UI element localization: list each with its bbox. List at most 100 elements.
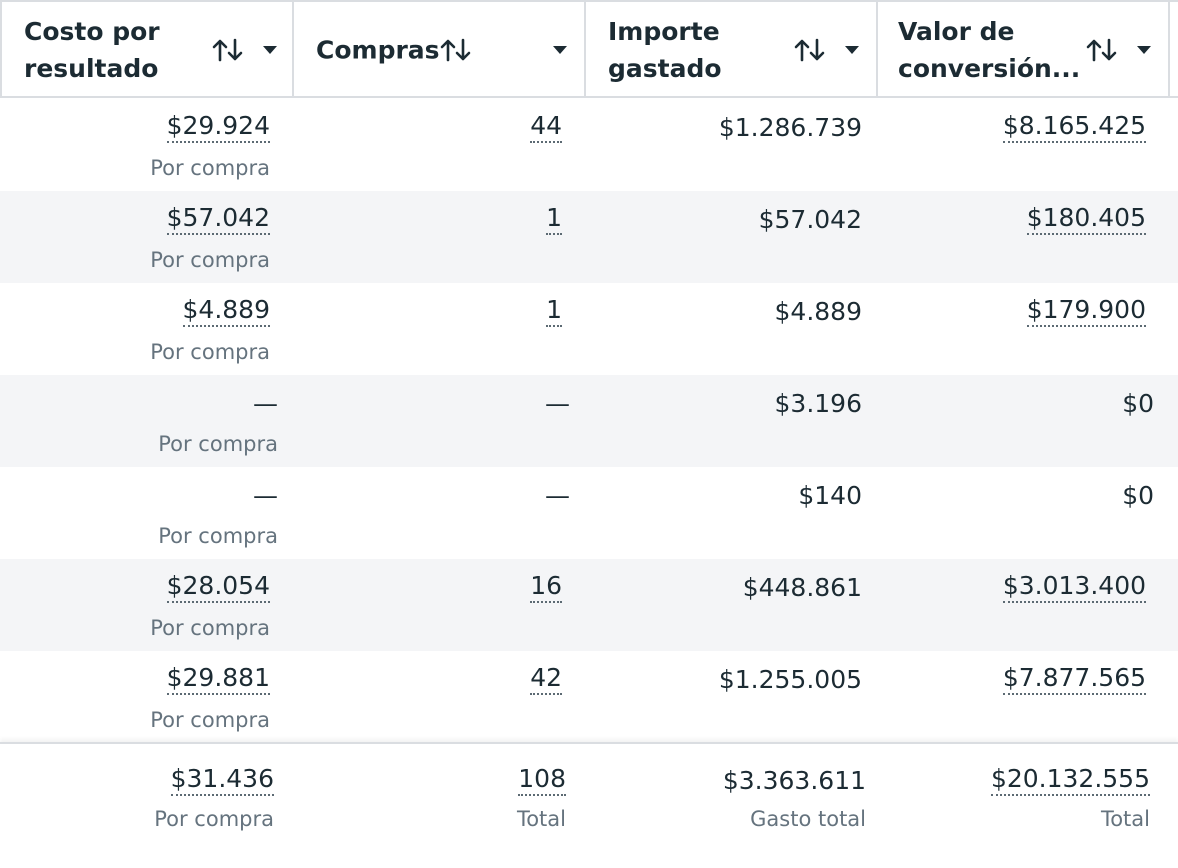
amount-spent-value: $1.255.005 bbox=[718, 665, 862, 694]
purchases-cell: 42 bbox=[294, 651, 562, 743]
purchases-value: — bbox=[545, 481, 570, 510]
amount-spent-value: $3.196 bbox=[774, 389, 862, 418]
cost-per-result-caption: Por compra bbox=[150, 248, 270, 272]
amount-spent-value: $140 bbox=[798, 481, 862, 510]
table-row: $29.881 Por compra 42 $1.255.005 $7.877.… bbox=[0, 651, 1178, 743]
table-row: $57.042 Por compra 1 $57.042 $180.405 bbox=[0, 191, 1178, 283]
purchases-cell: — bbox=[294, 375, 570, 467]
total-conversion-value[interactable]: $20.132.555 bbox=[990, 764, 1150, 796]
table-row: — Por compra — $140 $0 bbox=[0, 467, 1178, 559]
purchases-value[interactable]: 16 bbox=[530, 571, 562, 603]
conversion-value[interactable]: $180.405 bbox=[1026, 203, 1146, 235]
cost-per-result-value[interactable]: $29.881 bbox=[166, 663, 270, 695]
amount-spent-cell: $140 bbox=[586, 467, 862, 559]
conversion-value[interactable]: $179.900 bbox=[1026, 295, 1146, 327]
amount-spent-value: $448.861 bbox=[742, 573, 862, 602]
sort-arrows-icon[interactable] bbox=[1086, 37, 1118, 63]
column-header-label: Compras bbox=[316, 35, 440, 65]
purchases-cell: 16 bbox=[294, 559, 562, 651]
cost-per-result-cell: $57.042 Por compra bbox=[0, 191, 270, 283]
column-header-conversion-value[interactable]: Valor de conversión... bbox=[878, 2, 1170, 98]
purchases-cell: — bbox=[294, 467, 570, 559]
total-cost-per-result-caption: Por compra bbox=[154, 807, 274, 831]
table-row: $28.054 Por compra 16 $448.861 $3.013.40… bbox=[0, 559, 1178, 651]
sort-arrows-icon[interactable] bbox=[794, 37, 826, 63]
caret-down-icon[interactable] bbox=[1136, 45, 1152, 55]
purchases-value[interactable]: 1 bbox=[546, 295, 562, 327]
total-amount-spent-caption: Gasto total bbox=[750, 807, 866, 831]
conversion-value-cell: $7.877.565 bbox=[878, 651, 1146, 743]
column-header-label: Valor de conversión... bbox=[898, 17, 1081, 83]
table-row: — Por compra — $3.196 $0 bbox=[0, 375, 1178, 467]
conversion-value-cell: $0 bbox=[878, 375, 1154, 467]
total-purchases-value[interactable]: 108 bbox=[518, 764, 566, 796]
cost-per-result-value[interactable]: $28.054 bbox=[166, 571, 270, 603]
cost-per-result-value[interactable]: $57.042 bbox=[166, 203, 270, 235]
conversion-value[interactable]: $8.165.425 bbox=[1002, 111, 1146, 143]
purchases-value[interactable]: 42 bbox=[530, 663, 562, 695]
total-cost-per-result-cell: $31.436 Por compra bbox=[0, 744, 274, 868]
purchases-value: — bbox=[545, 389, 570, 418]
amount-spent-cell: $448.861 bbox=[586, 559, 862, 651]
amount-spent-value: $4.889 bbox=[774, 297, 862, 326]
cost-per-result-caption: Por compra bbox=[150, 708, 270, 732]
conversion-value-cell: $8.165.425 bbox=[878, 99, 1146, 191]
column-header-purchases[interactable]: Compras bbox=[294, 2, 586, 98]
cost-per-result-caption: Por compra bbox=[150, 616, 270, 640]
amount-spent-cell: $4.889 bbox=[586, 283, 862, 375]
conversion-value-cell: $180.405 bbox=[878, 191, 1146, 283]
cost-per-result-cell: $4.889 Por compra bbox=[0, 283, 270, 375]
total-purchases-cell: 108 Total bbox=[294, 744, 566, 868]
total-cost-per-result-value[interactable]: $31.436 bbox=[170, 764, 274, 796]
cost-per-result-caption: Por compra bbox=[158, 524, 278, 548]
column-header-cost-per-result[interactable]: Costo por resultado bbox=[0, 2, 294, 98]
conversion-value[interactable]: $7.877.565 bbox=[1002, 663, 1146, 695]
conversion-value: $0 bbox=[1122, 481, 1154, 510]
cost-per-result-cell: $29.924 Por compra bbox=[0, 99, 270, 191]
cost-per-result-value[interactable]: $4.889 bbox=[182, 295, 270, 327]
cost-per-result-value: — bbox=[253, 389, 278, 418]
conversion-value[interactable]: $3.013.400 bbox=[1002, 571, 1146, 603]
cost-per-result-caption: Por compra bbox=[150, 340, 270, 364]
amount-spent-cell: $1.255.005 bbox=[586, 651, 862, 743]
conversion-value: $0 bbox=[1122, 389, 1154, 418]
amount-spent-value: $57.042 bbox=[758, 205, 862, 234]
conversion-value-cell: $179.900 bbox=[878, 283, 1146, 375]
purchases-cell: 44 bbox=[294, 99, 562, 191]
table-row: $29.924 Por compra 44 $1.286.739 $8.165.… bbox=[0, 99, 1178, 191]
cost-per-result-value: — bbox=[253, 481, 278, 510]
table-header: Costo por resultado Compras Importe gast… bbox=[0, 0, 1178, 98]
cost-per-result-caption: Por compra bbox=[150, 156, 270, 180]
conversion-value-cell: $0 bbox=[878, 467, 1154, 559]
total-amount-spent-value: $3.363.611 bbox=[722, 766, 866, 795]
conversion-value-cell: $3.013.400 bbox=[878, 559, 1146, 651]
cost-per-result-caption: Por compra bbox=[158, 432, 278, 456]
sort-arrows-icon[interactable] bbox=[440, 37, 472, 63]
caret-down-icon[interactable] bbox=[262, 45, 278, 55]
cost-per-result-value[interactable]: $29.924 bbox=[166, 111, 270, 143]
column-header-amount-spent[interactable]: Importe gastado bbox=[586, 2, 878, 98]
purchases-value[interactable]: 44 bbox=[530, 111, 562, 143]
cost-per-result-cell: $28.054 Por compra bbox=[0, 559, 270, 651]
purchases-cell: 1 bbox=[294, 283, 562, 375]
column-header-label: Importe gastado bbox=[608, 17, 722, 83]
amount-spent-cell: $57.042 bbox=[586, 191, 862, 283]
total-conversion-value-cell: $20.132.555 Total bbox=[878, 744, 1150, 868]
cost-per-result-cell: $29.881 Por compra bbox=[0, 651, 270, 743]
amount-spent-value: $1.286.739 bbox=[718, 113, 862, 142]
table-totals-row: $31.436 Por compra 108 Total $3.363.611 … bbox=[0, 742, 1178, 868]
total-amount-spent-cell: $3.363.611 Gasto total bbox=[586, 744, 866, 868]
sort-arrows-icon[interactable] bbox=[212, 37, 244, 63]
caret-down-icon[interactable] bbox=[844, 45, 860, 55]
purchases-value[interactable]: 1 bbox=[546, 203, 562, 235]
table-row: $4.889 Por compra 1 $4.889 $179.900 bbox=[0, 283, 1178, 375]
cost-per-result-cell: — Por compra bbox=[0, 375, 278, 467]
caret-down-icon[interactable] bbox=[552, 45, 568, 55]
total-purchases-caption: Total bbox=[516, 807, 566, 831]
amount-spent-cell: $3.196 bbox=[586, 375, 862, 467]
amount-spent-cell: $1.286.739 bbox=[586, 99, 862, 191]
column-header-label: Costo por resultado bbox=[24, 17, 160, 83]
cost-per-result-cell: — Por compra bbox=[0, 467, 278, 559]
purchases-cell: 1 bbox=[294, 191, 562, 283]
